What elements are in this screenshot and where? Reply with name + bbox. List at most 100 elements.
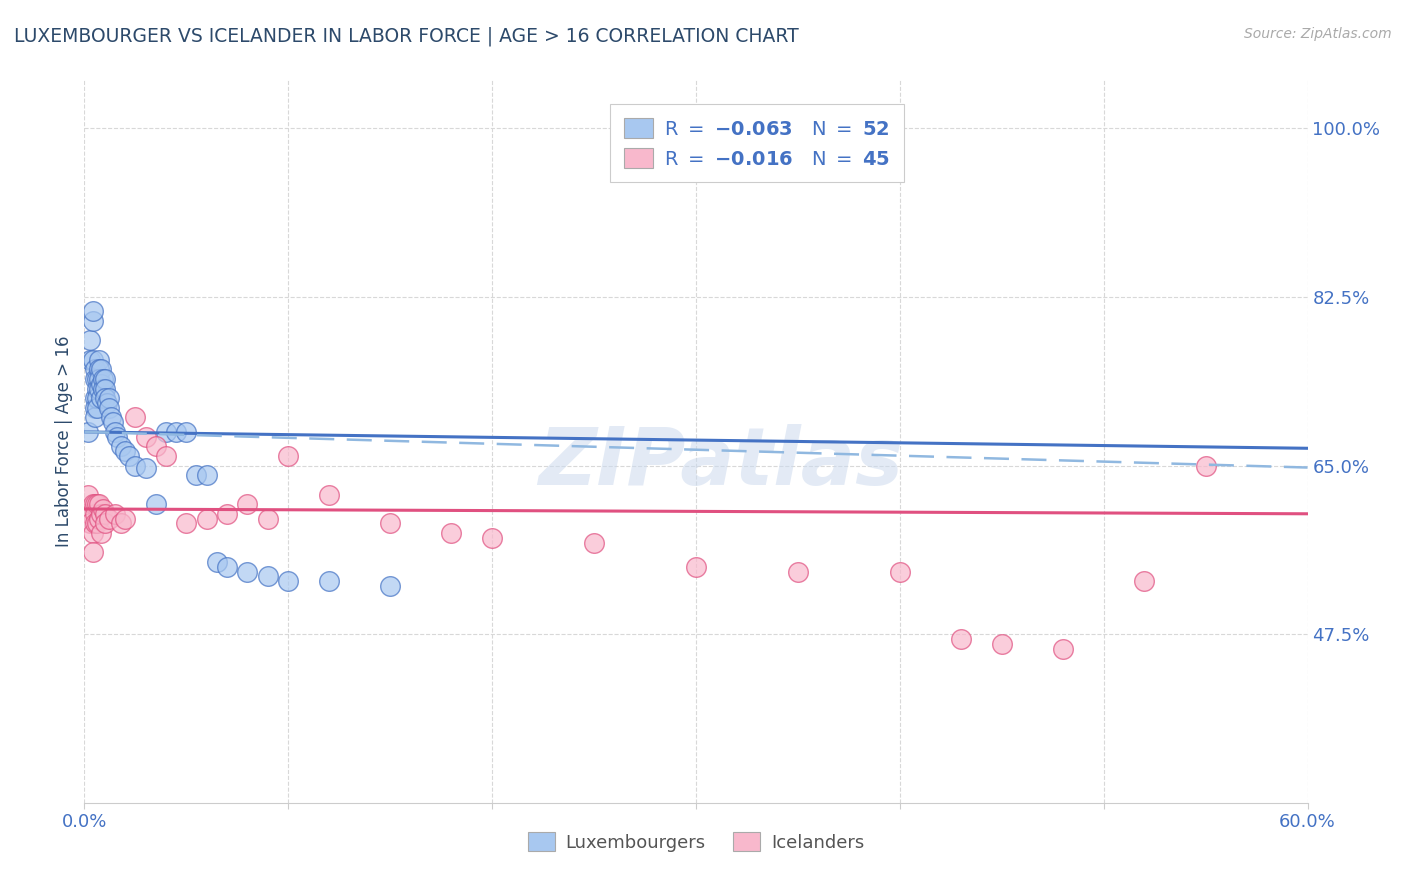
Text: Source: ZipAtlas.com: Source: ZipAtlas.com [1244, 27, 1392, 41]
Point [87, 362, 110, 376]
Y-axis label: In Labor Force | Age > 16: In Labor Force | Age > 16 [55, 335, 73, 548]
Point [100, 410, 122, 425]
Point [77, 425, 100, 439]
Point [83, 507, 105, 521]
Point [97, 401, 120, 415]
Point [110, 439, 132, 453]
Point [889, 565, 911, 579]
Point [82, 352, 104, 367]
Point [318, 487, 340, 501]
Point [86, 391, 108, 405]
Point [83, 391, 105, 405]
Point [83, 372, 105, 386]
Point [90, 362, 112, 376]
Point [174, 516, 197, 531]
Point [110, 516, 132, 531]
Point [114, 444, 136, 458]
Point [93, 382, 115, 396]
Point [79, 352, 101, 367]
Point [685, 559, 707, 574]
Point [257, 511, 280, 525]
Point [87, 352, 110, 367]
Legend: Luxembourgers, Icelanders: Luxembourgers, Icelanders [520, 825, 872, 859]
Point [787, 565, 810, 579]
Point [277, 574, 299, 589]
Point [1133, 574, 1156, 589]
Point [124, 458, 146, 473]
Point [135, 460, 157, 475]
Point [318, 574, 340, 589]
Point [97, 391, 120, 405]
Point [90, 376, 112, 391]
Point [155, 425, 177, 439]
Text: ZIPatlas: ZIPatlas [538, 425, 903, 502]
Point [90, 526, 112, 541]
Point [83, 362, 105, 376]
Point [87, 511, 110, 525]
Point [105, 430, 128, 444]
Point [93, 372, 115, 386]
Point [481, 531, 503, 545]
Point [380, 516, 402, 531]
Point [83, 516, 105, 531]
Point [83, 401, 105, 415]
Point [96, 396, 118, 410]
Point [145, 497, 167, 511]
Point [82, 497, 104, 511]
Point [583, 535, 606, 549]
Point [114, 511, 136, 525]
Point [101, 415, 124, 429]
Point [82, 304, 104, 318]
Point [82, 545, 104, 559]
Point [217, 559, 239, 574]
Point [236, 497, 259, 511]
Point [380, 579, 402, 593]
Point [83, 410, 105, 425]
Point [79, 516, 101, 531]
Point [277, 449, 299, 463]
Point [93, 391, 115, 405]
Point [1195, 458, 1218, 473]
Point [440, 526, 463, 541]
Point [135, 430, 157, 444]
Point [86, 516, 108, 531]
Point [174, 425, 197, 439]
Point [82, 526, 104, 541]
Point [91, 502, 114, 516]
Point [91, 372, 114, 386]
Point [217, 507, 239, 521]
Point [93, 507, 115, 521]
Point [104, 425, 127, 439]
Point [195, 511, 218, 525]
Point [236, 565, 259, 579]
Point [86, 497, 108, 511]
Point [155, 449, 177, 463]
Point [86, 372, 108, 386]
Point [87, 497, 110, 511]
Point [87, 382, 110, 396]
Text: LUXEMBOURGER VS ICELANDER IN LABOR FORCE | AGE > 16 CORRELATION CHART: LUXEMBOURGER VS ICELANDER IN LABOR FORCE… [14, 27, 799, 46]
Point [165, 425, 187, 439]
Point [91, 382, 114, 396]
Point [83, 497, 105, 511]
Point [90, 507, 112, 521]
Point [93, 516, 115, 531]
Point [86, 401, 108, 415]
Point [90, 391, 112, 405]
Point [79, 334, 101, 348]
Point [79, 507, 101, 521]
Point [104, 507, 127, 521]
Point [145, 439, 167, 453]
Point [195, 468, 218, 483]
Point [257, 569, 280, 583]
Point [950, 632, 973, 646]
Point [205, 555, 228, 569]
Point [87, 372, 110, 386]
Point [991, 637, 1014, 651]
Point [77, 487, 100, 501]
Point [82, 314, 104, 328]
Point [186, 468, 208, 483]
Point [124, 410, 146, 425]
Point [118, 449, 141, 463]
Point [1052, 641, 1074, 656]
